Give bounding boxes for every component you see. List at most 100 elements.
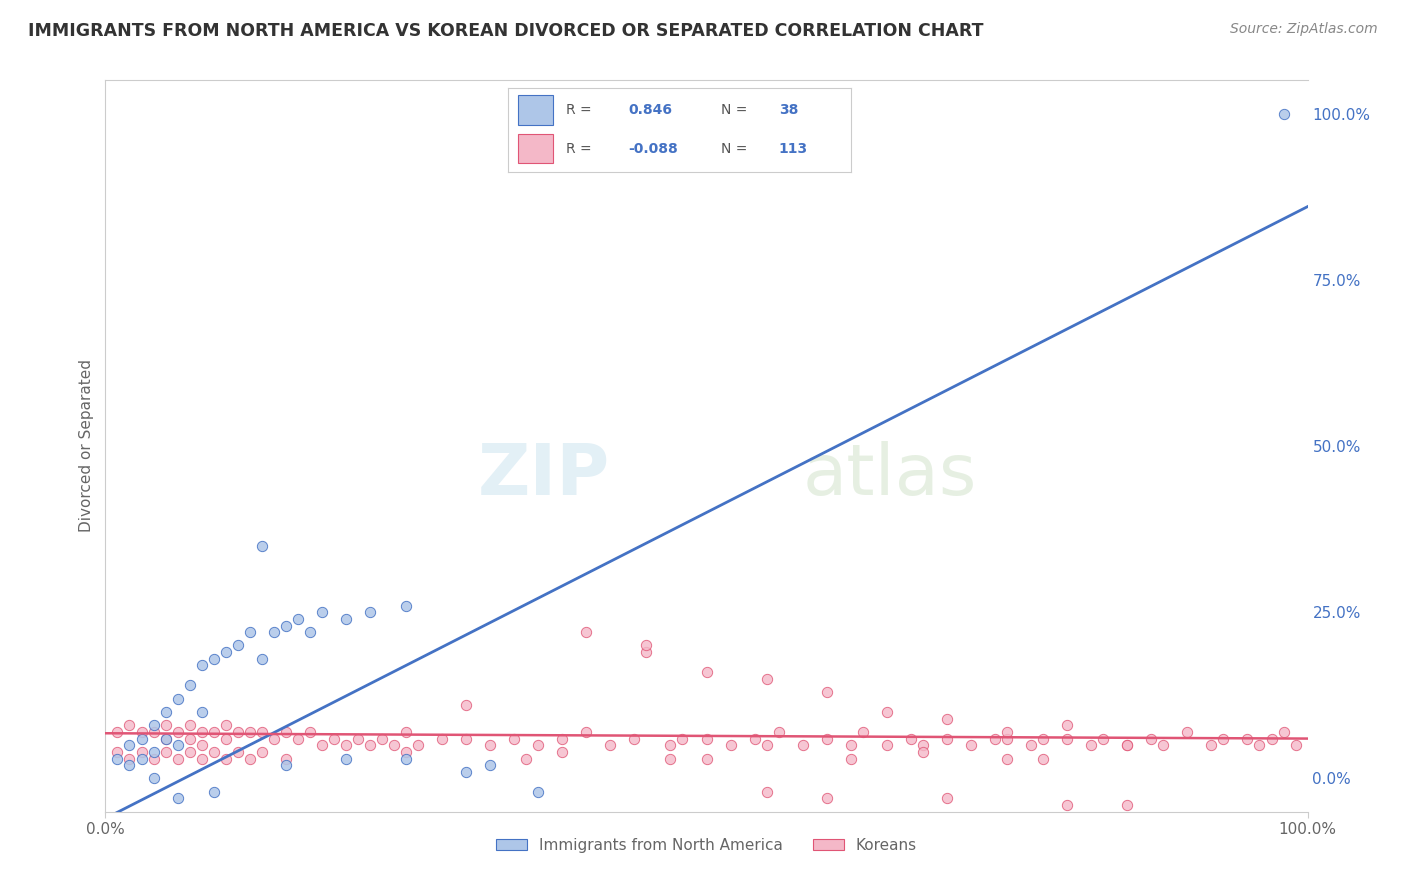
Point: [190, 725, 212, 739]
Point: [298, 625, 321, 640]
Point: [179, 745, 201, 759]
Point: [900, 731, 922, 746]
Point: [263, 731, 285, 746]
Point: [1201, 738, 1223, 752]
Point: [876, 705, 898, 719]
Text: atlas: atlas: [803, 441, 977, 509]
Point: [551, 745, 574, 759]
Point: [395, 751, 418, 765]
Point: [936, 731, 959, 746]
Text: IMMIGRANTS FROM NORTH AMERICA VS KOREAN DIVORCED OR SEPARATED CORRELATION CHART: IMMIGRANTS FROM NORTH AMERICA VS KOREAN …: [28, 22, 984, 40]
Point: [226, 745, 249, 759]
Point: [239, 751, 262, 765]
Point: [876, 738, 898, 752]
Point: [263, 625, 285, 640]
Point: [815, 791, 838, 805]
Point: [696, 665, 718, 679]
Point: [527, 738, 550, 752]
Point: [623, 731, 645, 746]
Point: [118, 718, 141, 732]
Point: [274, 618, 297, 632]
Point: [479, 758, 502, 772]
Point: [1032, 731, 1054, 746]
Point: [839, 751, 862, 765]
Point: [155, 718, 177, 732]
Point: [142, 772, 165, 786]
Point: [226, 725, 249, 739]
Point: [166, 725, 188, 739]
Point: [155, 745, 177, 759]
Point: [202, 745, 225, 759]
Point: [298, 725, 321, 739]
Point: [190, 751, 212, 765]
Point: [131, 731, 153, 746]
Point: [214, 645, 236, 659]
Point: [118, 758, 141, 772]
Point: [131, 751, 153, 765]
Point: [936, 791, 959, 805]
Point: [311, 605, 333, 619]
Point: [166, 791, 188, 805]
Point: [359, 738, 381, 752]
Point: [1056, 798, 1078, 813]
Point: [395, 745, 418, 759]
Point: [190, 705, 212, 719]
Point: [1056, 731, 1078, 746]
Point: [792, 738, 814, 752]
Point: [995, 731, 1018, 746]
Y-axis label: Divorced or Separated: Divorced or Separated: [79, 359, 94, 533]
Point: [274, 758, 297, 772]
Point: [815, 731, 838, 746]
Point: [107, 725, 129, 739]
Point: [179, 718, 201, 732]
Point: [166, 691, 188, 706]
Point: [335, 751, 357, 765]
Point: [575, 725, 598, 739]
Point: [1032, 751, 1054, 765]
Point: [995, 751, 1018, 765]
Point: [984, 731, 1007, 746]
Point: [155, 731, 177, 746]
Point: [696, 751, 718, 765]
Point: [454, 764, 477, 779]
Point: [1116, 738, 1139, 752]
Point: [250, 745, 273, 759]
Point: [454, 698, 477, 713]
Point: [479, 738, 502, 752]
Point: [214, 751, 236, 765]
Point: [1236, 731, 1258, 746]
Point: [214, 718, 236, 732]
Point: [1249, 738, 1271, 752]
Point: [599, 738, 621, 752]
Point: [274, 751, 297, 765]
Point: [142, 745, 165, 759]
Point: [287, 731, 309, 746]
Point: [1140, 731, 1163, 746]
Point: [1019, 738, 1042, 752]
Point: [335, 612, 357, 626]
Point: [118, 751, 141, 765]
Point: [406, 738, 429, 752]
Point: [430, 731, 453, 746]
Point: [382, 738, 405, 752]
Point: [1092, 731, 1115, 746]
Point: [960, 738, 983, 752]
Point: [395, 599, 418, 613]
Point: [335, 738, 357, 752]
Point: [768, 725, 790, 739]
Point: [636, 639, 658, 653]
Point: [202, 725, 225, 739]
Point: [190, 738, 212, 752]
Point: [311, 738, 333, 752]
Point: [839, 738, 862, 752]
Point: [454, 731, 477, 746]
Point: [815, 685, 838, 699]
Point: [359, 605, 381, 619]
Point: [1152, 738, 1174, 752]
Point: [503, 731, 526, 746]
Point: [1056, 718, 1078, 732]
Point: [755, 672, 778, 686]
Point: [995, 725, 1018, 739]
Point: [671, 731, 693, 746]
Text: ZIP: ZIP: [478, 441, 610, 509]
